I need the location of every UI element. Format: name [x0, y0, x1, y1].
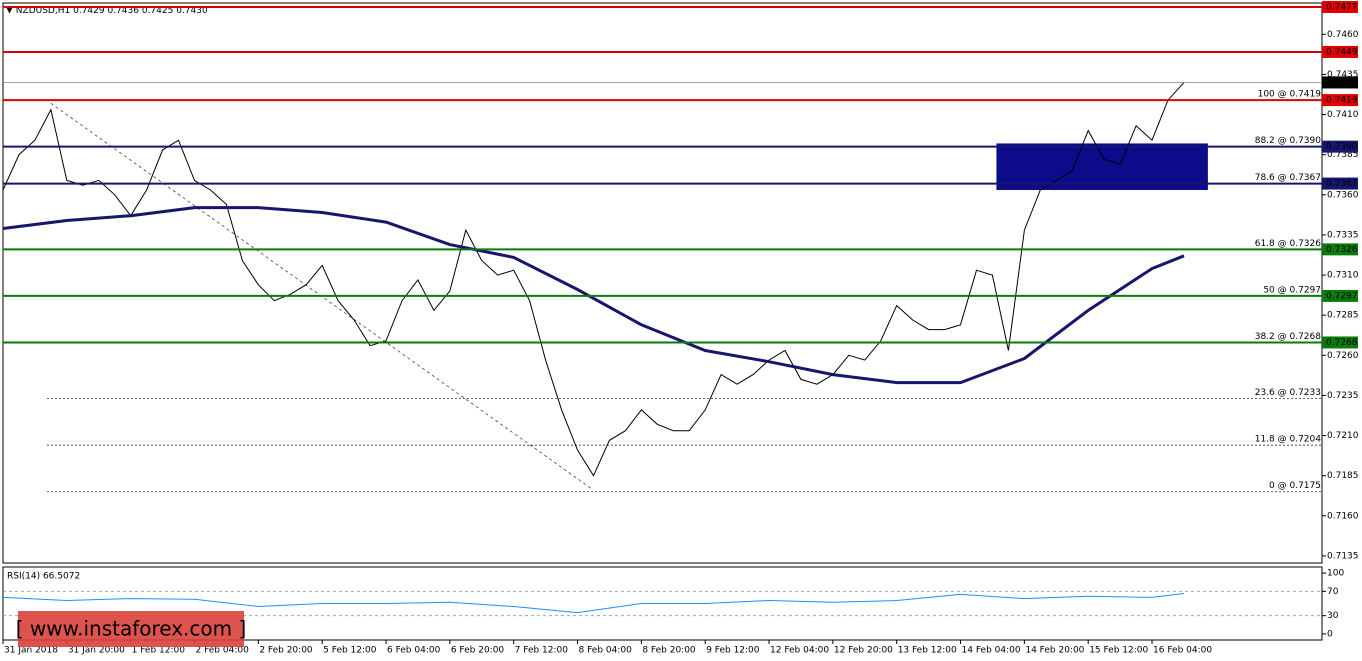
price-tag-label: 0.7367	[1326, 179, 1358, 189]
fib-label: 23.6 @ 0.7233	[1255, 388, 1321, 398]
series-line	[2, 593, 1185, 614]
x-tick-label: 15 Feb 12:00	[1089, 646, 1148, 656]
price-tag-label: 0.7419	[1326, 96, 1358, 106]
x-tick-label: 5 Feb 12:00	[323, 646, 377, 656]
x-tick-label: 31 Jan 2018	[4, 646, 58, 656]
price-tag	[1322, 243, 1358, 256]
x-tick-label: 14 Feb 04:00	[962, 646, 1021, 656]
low: 0.7425	[142, 6, 174, 16]
price-zone	[996, 143, 1208, 190]
price-tag	[1322, 336, 1358, 349]
y-tick-label: 0.7260	[1327, 351, 1359, 361]
x-tick-label: 31 Jan 20:00	[68, 646, 125, 656]
fib-label: 78.6 @ 0.7367	[1255, 173, 1321, 183]
x-tick-label: 16 Feb 04:00	[1153, 646, 1212, 656]
watermark-box	[18, 611, 244, 647]
price-tag-label: 0.7430	[1326, 78, 1358, 88]
fib-label: 50 @ 0.7297	[1263, 285, 1321, 295]
x-tick-label: 2 Feb 04:00	[196, 646, 250, 656]
x-tick-label: 8 Feb 04:00	[579, 646, 633, 656]
y-tick-label: 0.7435	[1327, 70, 1359, 80]
price-tag-label: 0.7326	[1326, 245, 1358, 255]
x-tick-label: 14 Feb 20:00	[1025, 646, 1084, 656]
price-tag	[1322, 289, 1358, 302]
y-tick-label: 0.7185	[1327, 471, 1359, 481]
y-tick-label: 0.7210	[1327, 431, 1359, 441]
fib-label: 38.2 @ 0.7268	[1255, 332, 1322, 342]
fib-label: 100 @ 0.7419	[1258, 90, 1322, 100]
series-line	[2, 206, 1185, 385]
x-tick-label: 12 Feb 04:00	[770, 646, 829, 656]
price-tag	[1322, 76, 1358, 89]
y-tick-label: 0.7160	[1327, 511, 1359, 521]
price-tag-label: 0.7268	[1326, 338, 1358, 348]
symbol-header: ▼ NZDUSD,H1 0.7429 0.7436 0.7425 0.7430	[6, 6, 208, 16]
x-tick-label: 2 Feb 20:00	[259, 646, 313, 656]
price-tag	[1322, 177, 1358, 190]
rsi-panel	[2, 566, 1323, 641]
y-tick-label: 0.7335	[1327, 230, 1359, 240]
y-tick-label: 0.7135	[1327, 551, 1359, 561]
y-tick-label: 0.7285	[1327, 311, 1359, 321]
y-tick-label: 30	[1327, 611, 1339, 621]
price-tag-label: 0.7477	[1326, 3, 1358, 13]
open: 0.7429	[73, 6, 105, 16]
y-tick-label: 100	[1327, 569, 1344, 579]
symbol: NZDUSD,H1	[16, 6, 70, 16]
x-tick-label: 13 Feb 12:00	[898, 646, 957, 656]
fib-label: 61.8 @ 0.7326	[1255, 239, 1322, 249]
y-tick-label: 0.7360	[1327, 190, 1359, 200]
main-panel	[2, 2, 1323, 564]
close: 0.7430	[176, 6, 208, 16]
y-tick-label: 0.7235	[1327, 391, 1359, 401]
watermark: [ www.instaforex.com ]	[16, 617, 247, 641]
rsi-title: RSI(14) 66.5072	[7, 572, 80, 582]
price-tag	[1322, 94, 1358, 107]
x-tick-label: 8 Feb 20:00	[642, 646, 696, 656]
price-tag	[1322, 45, 1358, 58]
price-tag-label: 0.7449	[1326, 47, 1358, 57]
price-tag	[1322, 1, 1358, 14]
fib-label: 11.8 @ 0.7204	[1255, 435, 1322, 445]
x-tick-label: 7 Feb 12:00	[515, 646, 569, 656]
fib-label: 88.2 @ 0.7390	[1255, 136, 1322, 146]
y-tick-label: 70	[1327, 587, 1339, 597]
y-tick-label: 0	[1327, 629, 1333, 639]
x-tick-label: 6 Feb 20:00	[451, 646, 505, 656]
y-tick-label: 0.7460	[1327, 30, 1359, 40]
price-tag	[1322, 140, 1358, 153]
x-tick-label: 12 Feb 20:00	[834, 646, 893, 656]
y-tick-label: 0.7310	[1327, 271, 1359, 281]
fib-label: 0 @ 0.7175	[1269, 481, 1321, 491]
x-tick-label: 6 Feb 04:00	[387, 646, 441, 656]
y-tick-label: 0.7410	[1327, 110, 1359, 120]
high: 0.7436	[107, 6, 139, 16]
price-tag-label: 0.7390	[1326, 142, 1358, 152]
x-tick-label: 9 Feb 12:00	[706, 646, 760, 656]
x-tick-label: 1 Feb 12:00	[132, 646, 186, 656]
price-tag-label: 0.7297	[1326, 291, 1358, 301]
y-tick-label: 0.7385	[1327, 150, 1359, 160]
